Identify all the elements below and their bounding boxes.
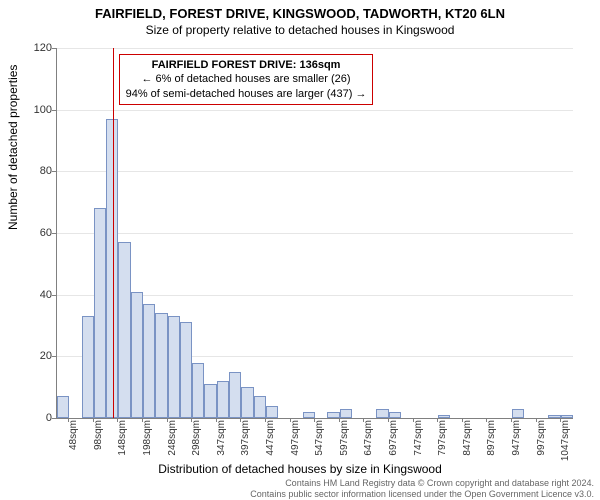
histogram-bar xyxy=(438,415,450,418)
histogram-bar xyxy=(217,381,229,418)
histogram-bar xyxy=(118,242,130,418)
reference-line xyxy=(113,48,114,418)
chart-subtitle: Size of property relative to detached ho… xyxy=(0,21,600,37)
histogram-bar xyxy=(389,412,401,418)
histogram-bar xyxy=(82,316,94,418)
histogram-bar xyxy=(254,396,266,418)
histogram-bar xyxy=(131,292,143,418)
x-axis-label: Distribution of detached houses by size … xyxy=(0,462,600,476)
annotation-box: FAIRFIELD FOREST DRIVE: 136sqm ← 6% of d… xyxy=(119,54,374,105)
histogram-bar xyxy=(155,313,167,418)
histogram-bar xyxy=(512,409,524,418)
histogram-bar xyxy=(94,208,106,418)
histogram-bar xyxy=(57,396,69,418)
grid-line xyxy=(57,110,573,111)
grid-line xyxy=(57,233,573,234)
chart-title: FAIRFIELD, FOREST DRIVE, KINGSWOOD, TADW… xyxy=(0,0,600,21)
chart-container: FAIRFIELD, FOREST DRIVE, KINGSWOOD, TADW… xyxy=(0,0,600,500)
histogram-bar xyxy=(266,406,278,418)
ytick-label: 20 xyxy=(22,350,52,362)
annotation-line3: 94% of semi-detached houses are larger (… xyxy=(126,87,367,101)
histogram-bar xyxy=(204,384,216,418)
histogram-bar xyxy=(143,304,155,418)
histogram-bar xyxy=(168,316,180,418)
annotation-line2: ← 6% of detached houses are smaller (26) xyxy=(126,72,367,86)
ytick-label: 120 xyxy=(22,42,52,54)
footer-line1: Contains HM Land Registry data © Crown c… xyxy=(250,478,594,489)
histogram-bar xyxy=(561,415,573,418)
y-axis-label: Number of detached properties xyxy=(6,65,20,230)
histogram-bar xyxy=(180,322,192,418)
grid-line xyxy=(57,48,573,49)
histogram-bar xyxy=(340,409,352,418)
ytick-label: 80 xyxy=(22,165,52,177)
annotation-line1: FAIRFIELD FOREST DRIVE: 136sqm xyxy=(126,58,367,72)
ytick-label: 100 xyxy=(22,104,52,116)
histogram-bar xyxy=(241,387,253,418)
grid-line xyxy=(57,171,573,172)
histogram-bar xyxy=(376,409,388,418)
histogram-bar xyxy=(548,415,560,418)
histogram-bar xyxy=(229,372,241,418)
ytick-label: 60 xyxy=(22,227,52,239)
footer-line2: Contains public sector information licen… xyxy=(250,489,594,500)
histogram-bar xyxy=(303,412,315,418)
footer: Contains HM Land Registry data © Crown c… xyxy=(250,478,594,500)
histogram-bar xyxy=(327,412,339,418)
plot-area: FAIRFIELD FOREST DRIVE: 136sqm ← 6% of d… xyxy=(56,48,573,419)
ytick-label: 0 xyxy=(22,412,52,424)
ytick-label: 40 xyxy=(22,289,52,301)
histogram-bar xyxy=(192,363,204,419)
